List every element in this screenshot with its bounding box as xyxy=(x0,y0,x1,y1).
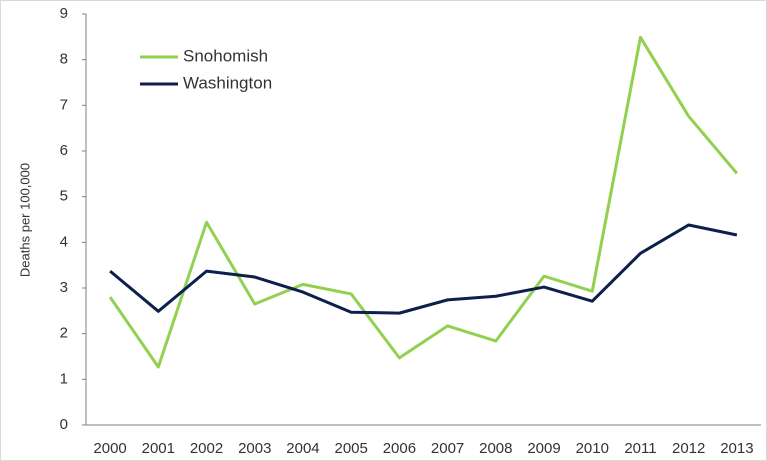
y-tick-label: 0 xyxy=(60,416,68,433)
x-tick-label: 2006 xyxy=(383,440,416,457)
x-tick-label: 2013 xyxy=(720,440,753,457)
x-tick-label: 2001 xyxy=(142,440,175,457)
y-tick-label: 1 xyxy=(60,370,68,387)
x-tick-label: 2011 xyxy=(624,440,656,457)
legend-label: Snohomish xyxy=(183,46,268,65)
y-tick-label: 2 xyxy=(60,325,68,342)
y-axis-label: Deaths per 100,000 xyxy=(17,163,32,277)
y-tick-label: 6 xyxy=(60,142,68,159)
x-tick-label: 2000 xyxy=(93,440,126,457)
y-tick-label: 5 xyxy=(60,188,68,205)
x-tick-label: 2012 xyxy=(672,440,705,457)
y-tick-label: 8 xyxy=(60,51,68,68)
y-tick-label: 3 xyxy=(60,279,68,296)
x-tick-label: 2003 xyxy=(238,440,271,457)
y-tick-label: 9 xyxy=(60,5,68,22)
y-tick-label: 7 xyxy=(60,96,68,113)
x-tick-label: 2002 xyxy=(190,440,223,457)
series-line xyxy=(109,223,738,315)
y-tick-label: 4 xyxy=(60,233,68,250)
x-tick-label: 2005 xyxy=(334,440,367,457)
x-tick-label: 2007 xyxy=(431,440,464,457)
series-line xyxy=(108,35,739,369)
legend-label: Washington xyxy=(183,73,272,92)
x-tick-label: 2004 xyxy=(286,440,319,457)
x-tick-label: 2008 xyxy=(479,440,512,457)
x-tick-label: 2010 xyxy=(576,440,609,457)
x-tick-label: 2009 xyxy=(527,440,560,457)
